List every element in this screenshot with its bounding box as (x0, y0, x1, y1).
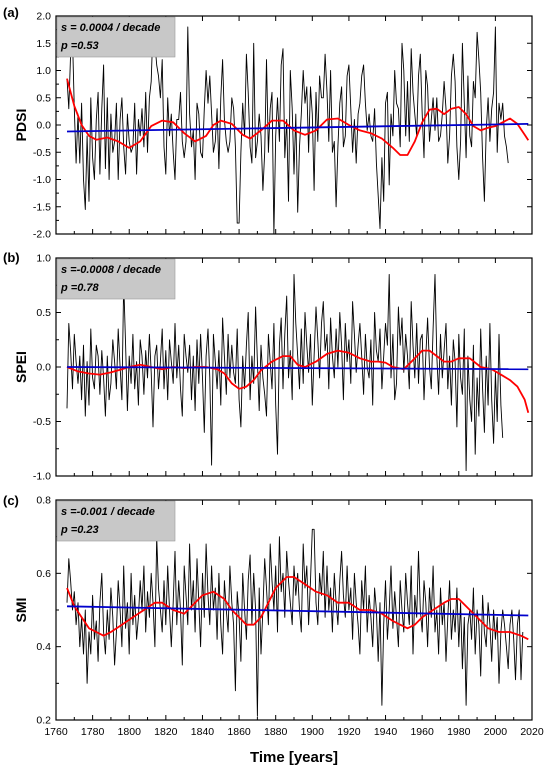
x-tick-label: 1940 (374, 726, 398, 738)
series-trend-line (66, 366, 529, 371)
x-axis-title: Time [years] (250, 749, 338, 766)
y-tick-label: -0.5 (33, 416, 51, 428)
series-annual-line (66, 528, 524, 717)
series-smooth-line (66, 576, 529, 641)
x-tick-label: 1840 (191, 726, 215, 738)
y-tick-label: -1.0 (33, 174, 51, 186)
y-axis-title: SPEI (13, 351, 29, 383)
slope-text: s = 0.0004 / decade (61, 22, 160, 34)
panel-label: (c) (3, 493, 19, 508)
x-tick-label: 1760 (44, 726, 68, 738)
stats-annotation: s =-0.001 / decade p =0.23 (56, 500, 176, 542)
y-axis-title: PDSI (13, 109, 29, 142)
slope-text: s =-0.001 / decade (61, 506, 155, 518)
p-value-text: p =0.78 (60, 282, 99, 294)
y-tick-label: -0.5 (33, 147, 51, 159)
y-tick-label: 0.0 (36, 120, 51, 132)
p-value-text: p =0.23 (60, 524, 99, 536)
y-tick-label: -1.0 (33, 471, 51, 483)
y-tick-label: -1.5 (33, 201, 51, 213)
y-tick-label: 0.8 (36, 495, 51, 507)
series-smooth-line (66, 78, 530, 156)
x-tick-label: 1900 (301, 726, 325, 738)
y-tick-label: 1.0 (36, 253, 51, 265)
y-tick-label: 0.5 (36, 307, 51, 319)
y-tick-label: 1.0 (36, 65, 51, 77)
plot-area (66, 26, 530, 234)
stats-annotation: s =-0.0008 / decade p =0.78 (56, 258, 176, 300)
series-annual-line (66, 273, 504, 472)
y-tick-label: 1.5 (36, 38, 51, 50)
p-value-text: p =0.53 (60, 40, 99, 52)
plot-frame (55, 257, 533, 477)
y-tick-label: 2.0 (36, 11, 51, 23)
plot-area (66, 273, 530, 472)
x-tick-label: 2020 (520, 726, 544, 738)
plot-area (66, 528, 529, 717)
x-tick-label: 1780 (81, 726, 105, 738)
panel-label: (a) (3, 5, 19, 20)
x-tick-label: 1820 (154, 726, 178, 738)
series-trend-line (66, 605, 529, 617)
x-tick-label: 1960 (410, 726, 434, 738)
x-tick-label: 2000 (484, 726, 508, 738)
panel-pdsi: (a) PDSI -2.0 -1.5 -1.0 -0.5 0.0 0.5 1.0 1.5 2.0 s … (3, 5, 533, 241)
panel-spei: (b) SPEI -1.0 -0.5 0.0 0.5 1.0 s =-0.0008 / dec… (3, 250, 533, 483)
y-axis-title: SMI (13, 598, 29, 623)
y-tick-label: 0.5 (36, 92, 51, 104)
y-tick-label: 0.0 (36, 362, 51, 374)
y-tick-label: 0.2 (36, 715, 51, 727)
stats-annotation: s = 0.0004 / decade p =0.53 (56, 16, 176, 58)
series-trend-line (66, 123, 529, 133)
x-tick-label: 1920 (337, 726, 361, 738)
annotation-box (56, 258, 176, 300)
slope-text: s =-0.0008 / decade (61, 264, 161, 276)
y-tick-label: 0.4 (36, 641, 51, 653)
annotation-box (56, 500, 176, 542)
plot-frame (55, 499, 533, 721)
annotation-box (56, 16, 176, 58)
panel-smi: (c) SMI 0.2 0.4 0.6 0.8 1760 1780 1800 1820 1840 18… (3, 493, 544, 738)
panel-label: (b) (3, 250, 20, 265)
x-tick-label: 1860 (227, 726, 251, 738)
x-tick-label: 1800 (118, 726, 142, 738)
y-tick-label: -2.0 (33, 229, 51, 241)
plot-frame (55, 15, 533, 235)
x-tick-label: 1880 (264, 726, 288, 738)
y-tick-label: 0.6 (36, 568, 51, 580)
x-tick-label: 1980 (447, 726, 471, 738)
